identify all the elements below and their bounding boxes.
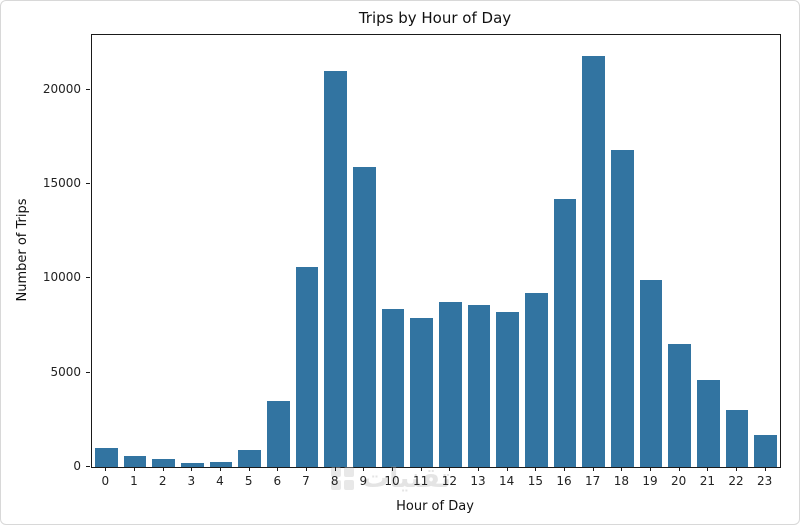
bar-hour-16 (553, 199, 577, 467)
bar-hour-11 (410, 317, 434, 467)
y-tick-label: 5000 (50, 364, 81, 379)
x-tick-label: 17 (585, 474, 601, 488)
x-tick-mark (134, 467, 135, 471)
bar-hour-4 (209, 462, 233, 467)
x-tick-label: 4 (216, 474, 224, 488)
y-tick-mark (86, 371, 90, 373)
x-tick-label: 11 (413, 474, 429, 488)
x-tick-mark (105, 467, 107, 471)
x-tick-label: 2 (158, 474, 167, 488)
x-tick-mark (420, 467, 422, 471)
y-tick-label: 15000 (42, 176, 81, 191)
x-tick-label: 9 (359, 474, 368, 488)
y-axis-label: Number of Trips (15, 198, 30, 302)
x-tick-mark (277, 467, 279, 471)
x-tick-mark (334, 467, 336, 471)
x-tick-label: 20 (671, 474, 687, 488)
x-tick-mark (678, 467, 680, 471)
bar-hour-6 (266, 400, 290, 467)
x-tick-label: 3 (187, 474, 196, 488)
bar-hour-2 (152, 458, 176, 467)
x-tick-mark (535, 467, 537, 471)
chart-title: Trips by Hour of Day (358, 9, 512, 27)
bar-hour-3 (180, 463, 204, 467)
x-tick-mark (162, 467, 164, 471)
bar-hour-8 (324, 70, 348, 467)
x-tick-label: 6 (273, 474, 282, 488)
x-tick-mark (478, 467, 479, 471)
y-tick-label: 20000 (42, 81, 81, 96)
x-tick-mark (506, 467, 508, 471)
x-tick-label: 8 (330, 474, 339, 488)
plot-area (91, 34, 781, 468)
bar-hour-13 (467, 304, 491, 467)
y-tick-mark (86, 88, 90, 90)
bar-hour-15 (524, 293, 548, 467)
x-tick-mark (392, 467, 393, 471)
y-tick-label: 0 (73, 459, 81, 473)
x-tick-label: 15 (527, 474, 543, 488)
y-tick-label: 10000 (42, 270, 81, 285)
x-tick-label: 18 (613, 474, 629, 488)
x-tick-mark (564, 467, 565, 471)
bar-hour-10 (381, 308, 405, 467)
x-tick-mark (220, 467, 221, 471)
x-tick-label: 0 (101, 474, 110, 488)
bar-hour-7 (295, 267, 319, 467)
y-tick-mark (86, 183, 90, 185)
x-tick-mark (592, 467, 594, 471)
x-tick-label: 22 (728, 474, 744, 488)
bar-hour-21 (696, 380, 720, 467)
y-tick-mark (86, 466, 90, 467)
bar-hour-14 (496, 312, 520, 467)
x-tick-mark (764, 467, 766, 471)
bar-hour-23 (754, 434, 778, 467)
x-tick-mark (449, 467, 451, 471)
x-tick-mark (650, 467, 651, 471)
bar-hour-0 (94, 448, 118, 467)
x-tick-label: 5 (244, 474, 253, 488)
x-tick-mark (736, 467, 737, 471)
bar-hour-22 (725, 410, 749, 467)
x-tick-label: 1 (130, 474, 138, 488)
bar-hour-19 (639, 280, 663, 467)
x-tick-label: 16 (556, 474, 572, 488)
x-tick-mark (191, 467, 193, 471)
bar-hour-12 (438, 301, 462, 467)
x-tick-mark (306, 467, 307, 471)
bar-hour-9 (352, 167, 376, 467)
bar-hour-20 (668, 344, 692, 467)
x-tick-mark (707, 467, 709, 471)
x-tick-label: 10 (384, 474, 400, 488)
bar-hour-18 (610, 150, 634, 467)
x-tick-label: 12 (441, 474, 457, 488)
x-tick-mark (621, 467, 623, 471)
x-tick-label: 14 (499, 474, 515, 488)
x-tick-label: 7 (302, 474, 310, 488)
x-tick-label: 19 (642, 474, 658, 488)
x-tick-mark (363, 467, 365, 471)
x-tick-label: 23 (757, 474, 773, 488)
bar-hour-1 (123, 455, 147, 467)
x-tick-label: 21 (699, 474, 715, 488)
bar-hour-17 (582, 55, 606, 467)
x-tick-label: 13 (470, 474, 486, 488)
y-tick-mark (86, 277, 90, 279)
x-tick-mark (248, 467, 250, 471)
x-axis-label: Hour of Day (396, 499, 474, 514)
bar-hour-5 (238, 450, 262, 467)
